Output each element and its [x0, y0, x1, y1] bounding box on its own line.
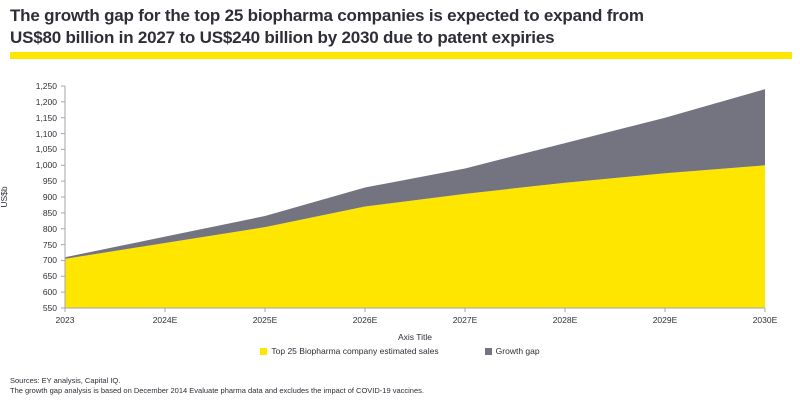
x-tick-label: 2026E	[343, 316, 387, 325]
y-tick-label: 850	[17, 209, 57, 218]
y-tick-label: 800	[17, 225, 57, 234]
x-axis-title: Axis Title	[65, 332, 765, 342]
legend-label: Growth gap	[496, 346, 540, 356]
legend-label: Top 25 Biopharma company estimated sales	[271, 346, 438, 356]
y-tick-label: 700	[17, 256, 57, 265]
source-note-line2: The growth gap analysis is based on Dece…	[10, 386, 424, 396]
y-tick-label: 1,050	[17, 145, 57, 154]
legend-swatch-icon	[485, 348, 492, 355]
y-tick-label: 1,200	[17, 98, 57, 107]
y-tick-label: 550	[17, 304, 57, 313]
x-tick-label: 2024E	[143, 316, 187, 325]
x-tick-label: 2027E	[443, 316, 487, 325]
x-tick-label: 2023	[43, 316, 87, 325]
y-tick-label: 1,000	[17, 161, 57, 170]
x-tick-label: 2030E	[743, 316, 787, 325]
y-tick-label: 1,150	[17, 114, 57, 123]
x-tick-label: 2029E	[643, 316, 687, 325]
y-tick-label: 650	[17, 272, 57, 281]
legend-item: Growth gap	[485, 346, 540, 356]
source-note: Sources: EY analysis, Capital IQ. The gr…	[10, 376, 424, 396]
chart-area: 550 600 650 700 750 800 850 900 950 1,000 1,050 1,1…	[0, 0, 800, 408]
y-tick-label: 1,250	[17, 82, 57, 91]
legend-swatch-icon	[260, 348, 267, 355]
chart-legend: Top 25 Biopharma company estimated sales…	[0, 346, 800, 356]
x-tick-label: 2028E	[543, 316, 587, 325]
y-axis-title: US$b	[0, 117, 9, 277]
source-note-line1: Sources: EY analysis, Capital IQ.	[10, 376, 424, 386]
y-tick-label: 900	[17, 193, 57, 202]
y-tick-label: 1,100	[17, 130, 57, 139]
legend-item: Top 25 Biopharma company estimated sales	[260, 346, 438, 356]
x-tick-label: 2025E	[243, 316, 287, 325]
y-tick-label: 950	[17, 177, 57, 186]
y-tick-label: 750	[17, 241, 57, 250]
y-tick-label: 600	[17, 288, 57, 297]
